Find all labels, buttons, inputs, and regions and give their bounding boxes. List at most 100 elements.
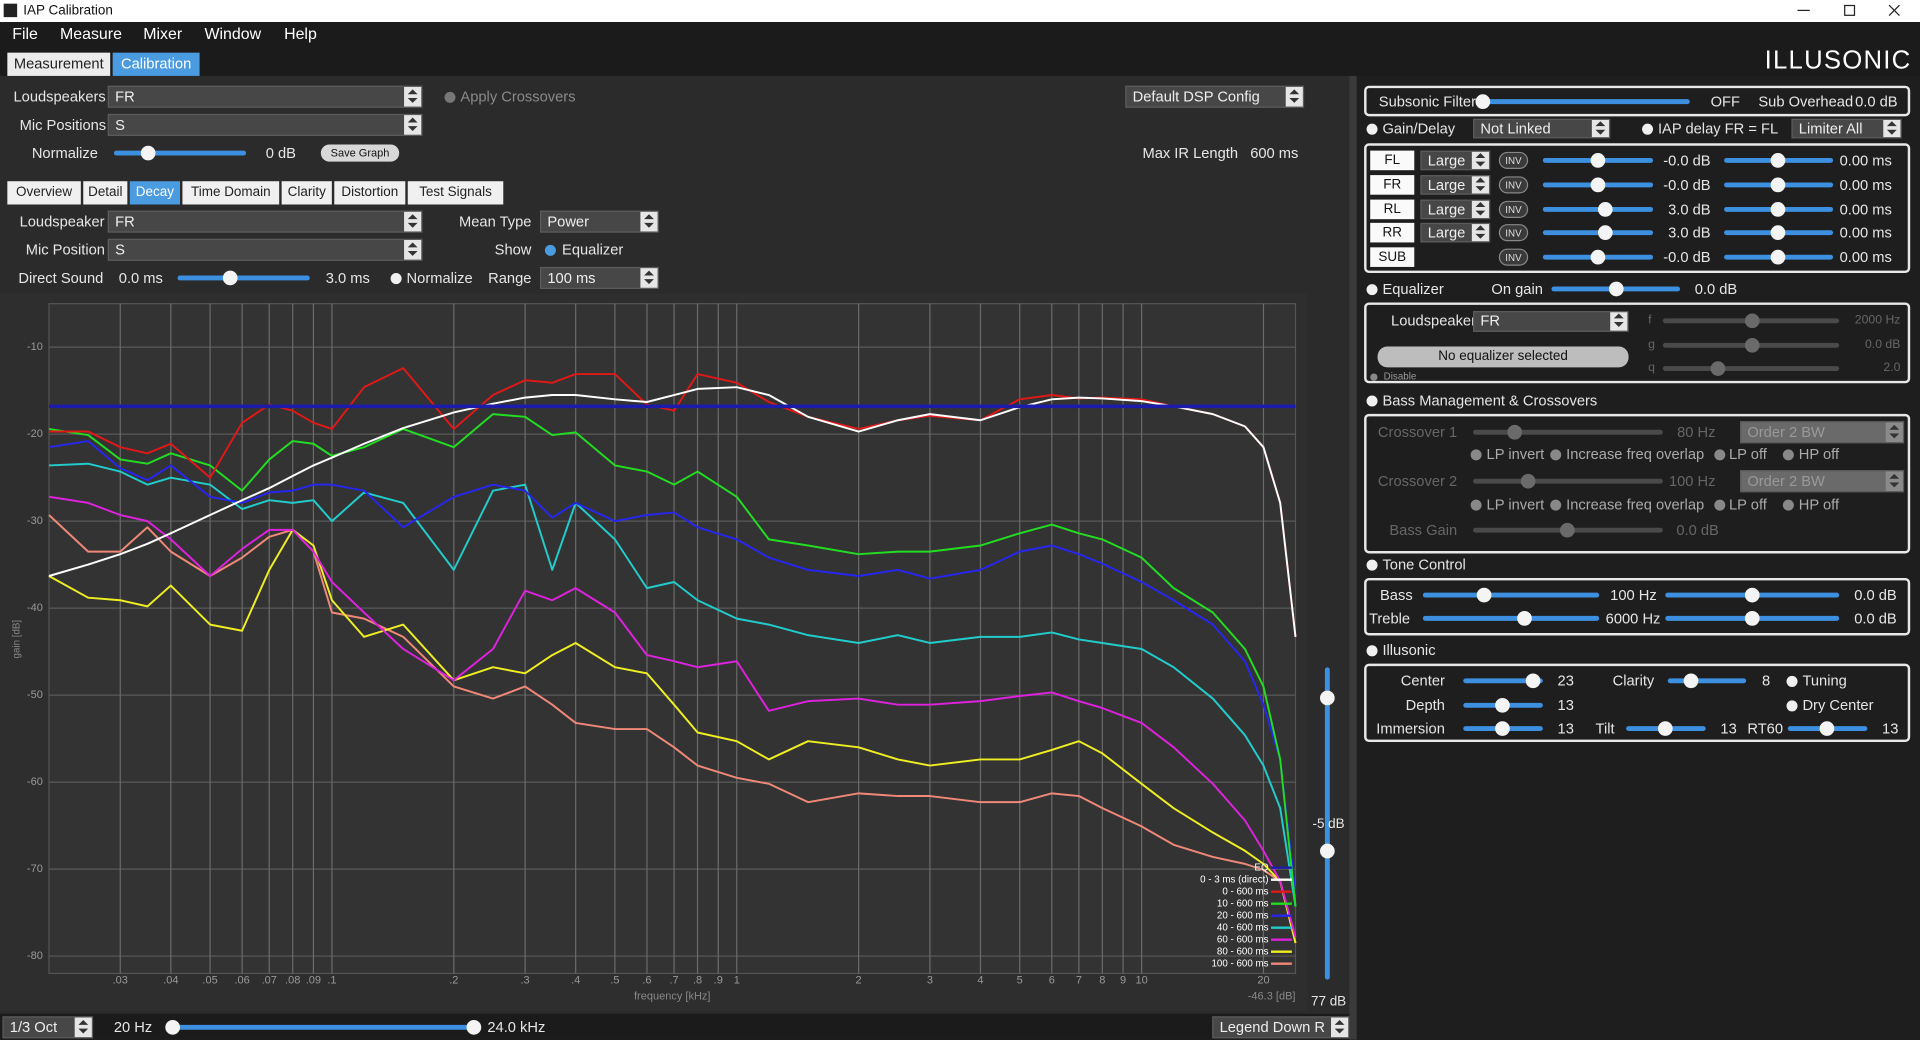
radio-button[interactable] [1713,498,1725,511]
slider-handle[interactable] [1744,611,1760,626]
dropdown[interactable]: Large [1420,150,1491,171]
radio-button[interactable] [390,272,402,284]
dropdown[interactable]: Power [540,210,659,233]
dropdown[interactable]: Legend Down R [1212,1016,1350,1039]
slider-handle[interactable] [222,270,238,286]
channel-button[interactable]: RL [1370,199,1415,220]
slider-handle[interactable] [1683,673,1699,689]
radio-button[interactable] [1782,448,1794,460]
radio-button[interactable] [1785,675,1797,687]
minimize-button[interactable] [1797,9,1810,12]
dropdown[interactable]: FR [107,85,423,108]
slider-handle[interactable] [1770,153,1786,168]
radio-button[interactable] [1549,448,1561,460]
invert-button[interactable]: INV [1498,200,1529,218]
slider-handle[interactable] [1495,697,1510,713]
slider-handle[interactable] [1770,202,1786,217]
dropdown[interactable]: Large [1420,199,1491,220]
dropdown[interactable]: S [107,113,423,136]
slider-handle[interactable] [1608,281,1624,297]
slider-handle[interactable] [1507,424,1523,440]
menu-item[interactable]: File [12,24,38,43]
tab[interactable]: Distortion [334,181,406,205]
equalizer-status[interactable]: No equalizer selected [1377,346,1629,368]
radio-button[interactable] [1365,644,1377,656]
slider-handle[interactable] [1475,94,1491,109]
tab[interactable]: Clarity [281,181,332,205]
tab-active[interactable]: Decay [129,181,181,205]
dropdown[interactable]: Limiter All [1791,118,1902,139]
slider-handle[interactable] [1590,153,1606,168]
channel-button[interactable]: SUB [1370,247,1415,267]
slider-handle[interactable] [165,1020,181,1035]
slider-handle[interactable] [1590,177,1606,193]
slider-handle[interactable] [1710,361,1726,376]
slider-handle[interactable] [1517,611,1532,626]
radio-button[interactable] [1641,123,1653,135]
splitter[interactable] [1349,75,1357,1040]
slider-handle[interactable] [1744,337,1760,353]
menu-item[interactable]: Window [204,24,262,43]
slider-handle[interactable] [1770,249,1786,265]
menu-item[interactable]: Mixer [143,24,183,43]
channel-button[interactable]: FR [1370,175,1415,195]
dropdown[interactable]: Order 2 BW [1740,421,1905,444]
slider-handle[interactable] [1770,225,1786,241]
radio-button[interactable] [1365,123,1377,135]
radio-button[interactable] [1713,448,1725,460]
channel-button[interactable]: FL [1370,150,1415,171]
dropdown[interactable]: Default DSP Config [1125,85,1305,108]
menu-item[interactable]: Measure [60,24,122,43]
slider-handle[interactable] [1495,721,1510,736]
save-graph-button[interactable]: Save Graph [320,144,400,162]
radio-button[interactable] [443,91,455,103]
invert-button[interactable]: INV [1498,224,1529,242]
slider-handle[interactable] [1520,473,1536,489]
radio-button[interactable] [1365,558,1377,571]
level-handle[interactable] [1320,690,1335,706]
tab-active[interactable]: Calibration [112,52,200,76]
dropdown[interactable]: 1/3 Oct [2,1016,94,1039]
radio-button[interactable] [1365,283,1377,295]
radio-button[interactable] [1470,448,1482,460]
dropdown[interactable]: FR [107,210,423,233]
invert-button[interactable]: INV [1498,176,1529,194]
dropdown[interactable]: FR [1473,310,1629,332]
channel-button[interactable]: RR [1370,222,1415,243]
slider-handle[interactable] [1657,721,1673,736]
level-handle[interactable] [1320,843,1335,859]
dropdown[interactable]: Large [1420,222,1491,243]
dropdown[interactable]: Large [1420,175,1491,195]
slider-handle[interactable] [1597,225,1613,241]
maximize-button[interactable] [1844,4,1856,16]
tab[interactable]: Detail [83,181,128,205]
slider-handle[interactable] [1744,587,1760,603]
dropdown[interactable]: Not Linked [1473,118,1611,139]
menu-item[interactable]: Help [284,24,317,43]
slider-handle[interactable] [1525,673,1541,689]
radio-button[interactable] [1549,498,1561,511]
slider-handle[interactable] [1819,721,1835,736]
slider-handle[interactable] [466,1020,482,1035]
tab[interactable]: Overview [7,181,81,205]
tab[interactable]: Test Signals [407,181,504,205]
radio-button[interactable] [1470,498,1482,511]
slider-handle[interactable] [1560,522,1575,538]
radio-button[interactable] [1782,498,1794,511]
dropdown[interactable]: 100 ms [540,266,659,289]
tab[interactable]: Time Domain [182,181,280,205]
invert-button[interactable]: INV [1498,248,1529,266]
dropdown[interactable]: S [107,238,423,261]
tab[interactable]: Measurement [7,52,111,76]
dropdown[interactable]: Order 2 BW [1740,470,1905,493]
slider-handle[interactable] [1590,249,1606,265]
slider-handle[interactable] [1770,177,1786,193]
slider-handle[interactable] [140,145,156,161]
slider-handle[interactable] [1597,202,1613,217]
radio-button[interactable] [1785,699,1797,711]
radio-button[interactable] [1370,373,1378,381]
slider-handle[interactable] [1476,587,1492,603]
invert-button[interactable]: INV [1498,151,1529,169]
radio-button[interactable] [544,244,556,256]
slider-handle[interactable] [1744,313,1760,329]
